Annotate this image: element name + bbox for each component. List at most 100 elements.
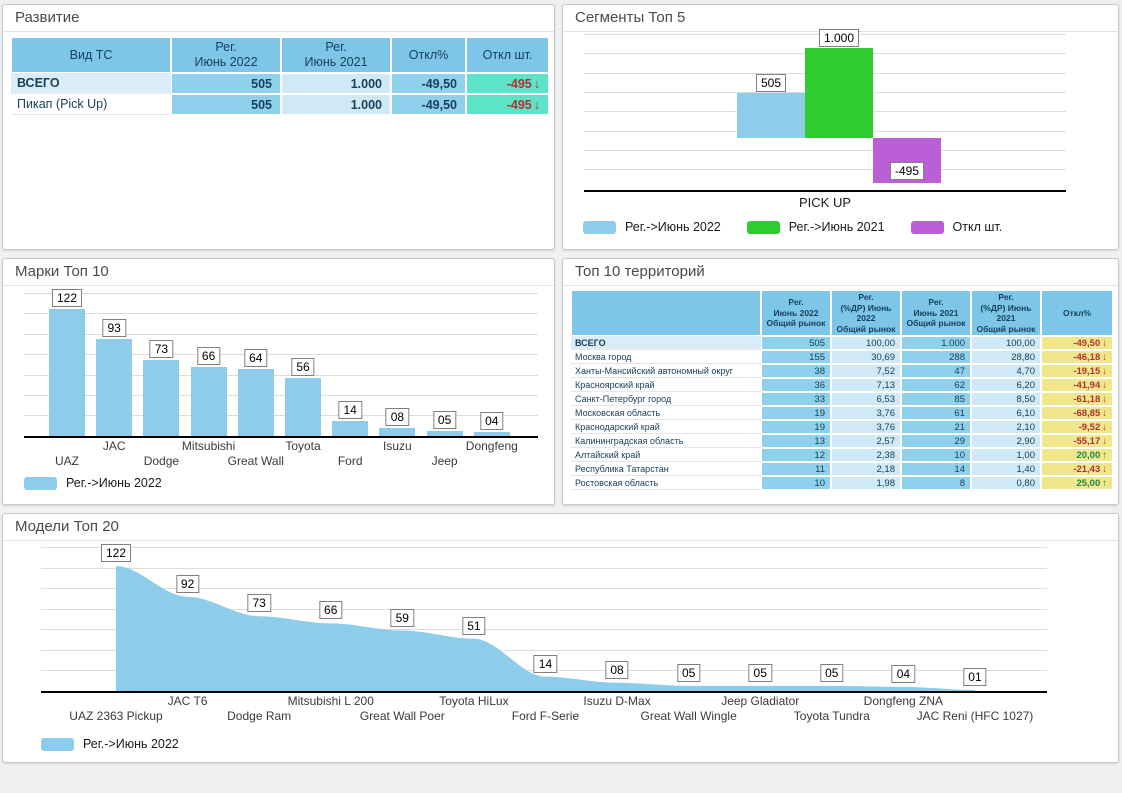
territory-name-cell[interactable]: Ростовская область: [571, 476, 761, 490]
territories-table-row[interactable]: Ростовская область 10 1,98 8 0,80 25,00 ↑: [571, 476, 1113, 490]
bar-toyota[interactable]: [285, 377, 321, 436]
territories-col-header[interactable]: [571, 290, 761, 336]
reg-2021-cell[interactable]: 85: [901, 392, 971, 406]
reg-2021-cell[interactable]: 1.000: [901, 336, 971, 350]
reg-2022-cell[interactable]: 19: [761, 420, 831, 434]
share-2021-cell[interactable]: 6,20: [971, 378, 1041, 392]
reg-2021-cell[interactable]: 61: [901, 406, 971, 420]
territories-table-row[interactable]: Ханты-Мансийский автономный округ 38 7,52 4…: [571, 364, 1113, 378]
reg-2022-cell[interactable]: 33: [761, 392, 831, 406]
share-2022-cell[interactable]: 6,53: [831, 392, 901, 406]
share-2021-cell[interactable]: 1,00: [971, 448, 1041, 462]
deviation-pct-cell[interactable]: -9,52 ↓: [1041, 420, 1113, 434]
reg-2022-cell[interactable]: 13: [761, 434, 831, 448]
models-area-series[interactable]: [116, 565, 975, 691]
share-2021-cell[interactable]: 0,80: [971, 476, 1041, 490]
reg-2021-cell[interactable]: 62: [901, 378, 971, 392]
deviation-units-cell[interactable]: -495 ↓: [466, 94, 549, 115]
legend-item[interactable]: Рег.->Июнь 2021: [746, 220, 885, 234]
share-2022-cell[interactable]: 100,00: [831, 336, 901, 350]
territories-col-header[interactable]: Рег. Июнь 2021 Общий рынок: [901, 290, 971, 336]
reg-2022-cell[interactable]: 10: [761, 476, 831, 490]
reg-2021-cell[interactable]: 21: [901, 420, 971, 434]
share-2021-cell[interactable]: 2,90: [971, 434, 1041, 448]
territories-col-header[interactable]: Рег. (%ДР) Июнь 2022 Общий рынок: [831, 290, 901, 336]
reg-2022-cell[interactable]: 505: [761, 336, 831, 350]
share-2021-cell[interactable]: 4,70: [971, 364, 1041, 378]
territories-table-row[interactable]: Республика Татарстан 11 2,18 14 1,40 -21,43 ↓: [571, 462, 1113, 476]
territory-name-cell[interactable]: Ханты-Мансийский автономный округ: [571, 364, 761, 378]
territory-name-cell[interactable]: Алтайский край: [571, 448, 761, 462]
reg-2022-cell[interactable]: 38: [761, 364, 831, 378]
vehicle-type-cell[interactable]: Пикап (Pick Up): [11, 94, 171, 115]
territories-table-row[interactable]: Калининградская область 13 2,57 29 2,90 -55,1…: [571, 434, 1113, 448]
reg-2021-cell[interactable]: 8: [901, 476, 971, 490]
reg-2022-cell[interactable]: 12: [761, 448, 831, 462]
legend-item[interactable]: Рег.->Июнь 2022: [583, 220, 721, 234]
vehicle-type-cell[interactable]: ВСЕГО: [11, 73, 171, 94]
development-col-header[interactable]: Вид ТС: [11, 37, 171, 73]
territories-col-header[interactable]: Откл%: [1041, 290, 1113, 336]
share-2022-cell[interactable]: 30,69: [831, 350, 901, 364]
development-col-header[interactable]: Откл%: [391, 37, 466, 73]
legend-item[interactable]: Рег.->Июнь 2022: [24, 476, 162, 490]
share-2022-cell[interactable]: 3,76: [831, 420, 901, 434]
legend-item[interactable]: Рег.->Июнь 2022: [41, 737, 179, 751]
territories-table-row[interactable]: Краснодарский край 19 3,76 21 2,10 -9,52 ↓: [571, 420, 1113, 434]
deviation-pct-cell[interactable]: -49,50 ↓: [1041, 336, 1113, 350]
reg-2022-cell[interactable]: 36: [761, 378, 831, 392]
reg-2022-cell[interactable]: 155: [761, 350, 831, 364]
deviation-pct-cell[interactable]: -41,94 ↓: [1041, 378, 1113, 392]
development-col-header[interactable]: Рег. Июнь 2021: [281, 37, 391, 73]
territories-table-row[interactable]: ВСЕГО 505 100,00 1.000 100,00 -49,50 ↓: [571, 336, 1113, 350]
bar-dodge[interactable]: [143, 360, 180, 436]
territory-name-cell[interactable]: Санкт-Петербург город: [571, 392, 761, 406]
territory-name-cell[interactable]: Республика Татарстан: [571, 462, 761, 476]
bar-pick-up-2[interactable]: [805, 48, 873, 138]
reg-2022-cell[interactable]: 19: [761, 406, 831, 420]
share-2022-cell[interactable]: 2,18: [831, 462, 901, 476]
share-2022-cell[interactable]: 3,76: [831, 406, 901, 420]
territory-name-cell[interactable]: Московская область: [571, 406, 761, 420]
territories-col-header[interactable]: Рег. Июнь 2022 Общий рынок: [761, 290, 831, 336]
share-2022-cell[interactable]: 7,52: [831, 364, 901, 378]
reg-jun-2022-cell[interactable]: 505: [171, 73, 281, 94]
share-2021-cell[interactable]: 6,10: [971, 406, 1041, 420]
territories-table-row[interactable]: Москва город 155 30,69 288 28,80 -46,18 ↓: [571, 350, 1113, 364]
reg-2021-cell[interactable]: 14: [901, 462, 971, 476]
bar-uaz[interactable]: [49, 309, 85, 436]
development-table-row[interactable]: Пикап (Pick Up) 505 1.000 -49,50 -495 ↓: [11, 94, 549, 115]
share-2021-cell[interactable]: 100,00: [971, 336, 1041, 350]
territory-name-cell[interactable]: Красноярский край: [571, 378, 761, 392]
share-2022-cell[interactable]: 1,98: [831, 476, 901, 490]
deviation-pct-cell[interactable]: -49,50: [391, 73, 466, 94]
development-table-row[interactable]: ВСЕГО 505 1.000 -49,50 -495 ↓: [11, 73, 549, 94]
reg-2021-cell[interactable]: 29: [901, 434, 971, 448]
development-col-header[interactable]: Откл шт.: [466, 37, 549, 73]
bar-ford[interactable]: [332, 421, 369, 436]
territories-col-header[interactable]: Рег. (%ДР) Июнь 2021 Общий рынок: [971, 290, 1041, 336]
bar-great-wall[interactable]: [237, 369, 274, 436]
share-2022-cell[interactable]: 7,13: [831, 378, 901, 392]
reg-jun-2021-cell[interactable]: 1.000: [281, 73, 391, 94]
bar-jeep[interactable]: [426, 430, 463, 436]
territory-name-cell[interactable]: Москва город: [571, 350, 761, 364]
reg-jun-2021-cell[interactable]: 1.000: [281, 94, 391, 115]
bar-pick-up-1[interactable]: [737, 92, 805, 138]
share-2021-cell[interactable]: 1,40: [971, 462, 1041, 476]
deviation-pct-cell[interactable]: -46,18 ↓: [1041, 350, 1113, 364]
territory-name-cell[interactable]: ВСЕГО: [571, 336, 761, 350]
territory-name-cell[interactable]: Краснодарский край: [571, 420, 761, 434]
reg-2021-cell[interactable]: 47: [901, 364, 971, 378]
share-2021-cell[interactable]: 28,80: [971, 350, 1041, 364]
reg-2022-cell[interactable]: 11: [761, 462, 831, 476]
deviation-pct-cell[interactable]: 25,00 ↑: [1041, 476, 1113, 490]
bar-jac[interactable]: [96, 339, 133, 436]
share-2021-cell[interactable]: 2,10: [971, 420, 1041, 434]
deviation-pct-cell[interactable]: -68,85 ↓: [1041, 406, 1113, 420]
deviation-pct-cell[interactable]: -61,18 ↓: [1041, 392, 1113, 406]
reg-jun-2022-cell[interactable]: 505: [171, 94, 281, 115]
deviation-pct-cell[interactable]: -55,17 ↓: [1041, 434, 1113, 448]
reg-2021-cell[interactable]: 288: [901, 350, 971, 364]
deviation-pct-cell[interactable]: -49,50: [391, 94, 466, 115]
